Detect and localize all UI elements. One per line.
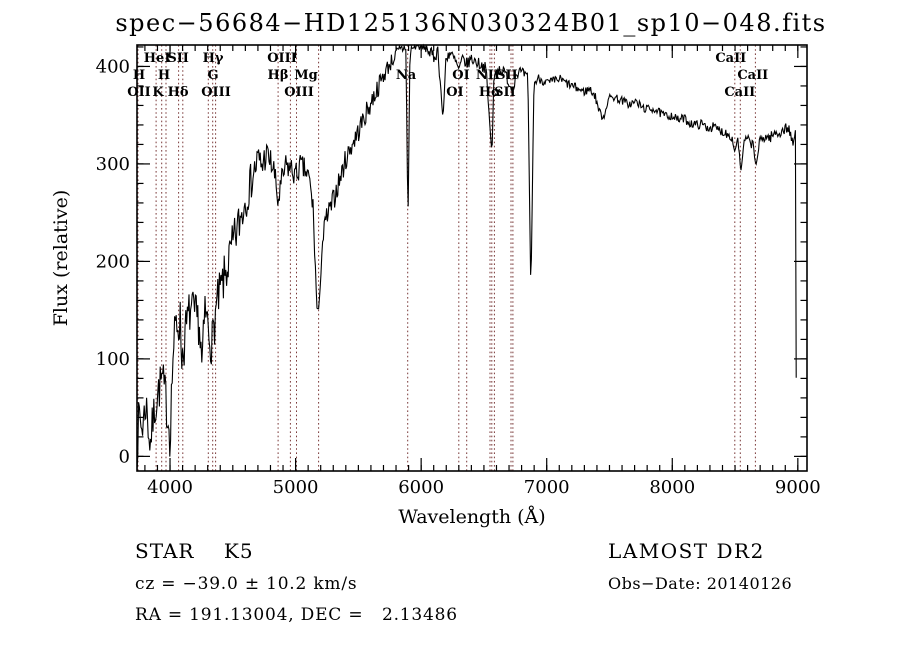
spectral-line-label: OIII	[201, 85, 231, 100]
spectral-line-label: HeI	[144, 51, 171, 66]
plot-title: spec−56684−HD125136N030324B01_sp10−048.f…	[115, 9, 827, 37]
spectral-line-label: SII	[167, 51, 189, 66]
spectral-line-label: Hα	[479, 85, 501, 100]
cz-text: cz = −39.0 ± 10.2 km/s	[135, 574, 358, 594]
y-axis-tick-label: 200	[96, 251, 130, 272]
spectral-line-label: Na	[396, 68, 417, 83]
spectral-line-label: CaII	[724, 85, 755, 100]
spectral-line-label: H	[133, 68, 145, 83]
spectral-line-label: G	[207, 68, 218, 83]
spectral-line-label: H	[158, 68, 170, 83]
y-axis-tick-label: 400	[96, 56, 130, 77]
spectral-line-label: K	[152, 85, 164, 100]
x-axis-tick-label: 8000	[649, 477, 695, 498]
spectral-line-label: OI	[446, 85, 463, 100]
y-axis-label: Flux (relative)	[50, 190, 72, 327]
spectral-line-label: Mg	[294, 68, 317, 83]
y-axis-tick-label: 300	[96, 154, 130, 175]
x-axis-tick-label: 9000	[775, 477, 821, 498]
x-axis-tick-label: 7000	[524, 477, 570, 498]
x-axis-tick-label: 6000	[398, 477, 444, 498]
spectral-line-label: NII	[476, 68, 500, 83]
spectral-line-label: OIII	[267, 51, 297, 66]
spectral-line-label: CaII	[715, 51, 746, 66]
spectral-line-label: OI	[452, 68, 469, 83]
y-axis-tick-label: 100	[96, 349, 130, 370]
classification-text: STAR K5	[135, 539, 254, 563]
spectral-line-label: Hδ	[168, 85, 189, 100]
x-axis-tick-label: 5000	[273, 477, 319, 498]
x-axis-label: Wavelength (Å)	[398, 506, 545, 528]
spectral-line-label: CaII	[737, 68, 768, 83]
survey-text: LAMOST DR2	[608, 539, 765, 563]
spectral-line-label: SII	[494, 85, 516, 100]
spectral-line-label: OIII	[284, 85, 314, 100]
obsdate-text: Obs−Date: 20140126	[608, 574, 793, 593]
x-axis-tick-label: 4000	[147, 477, 193, 498]
spectral-line-label: Hγ	[203, 51, 224, 66]
spectral-line-label: OII	[127, 85, 151, 100]
plot-frame	[136, 44, 808, 472]
y-axis-tick-label: 0	[119, 446, 130, 467]
spectral-line-label: Hβ	[268, 68, 289, 83]
spectral-line-label: SII	[496, 68, 518, 83]
spectrum-trace	[136, 43, 797, 471]
radec-text: RA = 191.13004, DEC = 2.13486	[135, 605, 458, 625]
